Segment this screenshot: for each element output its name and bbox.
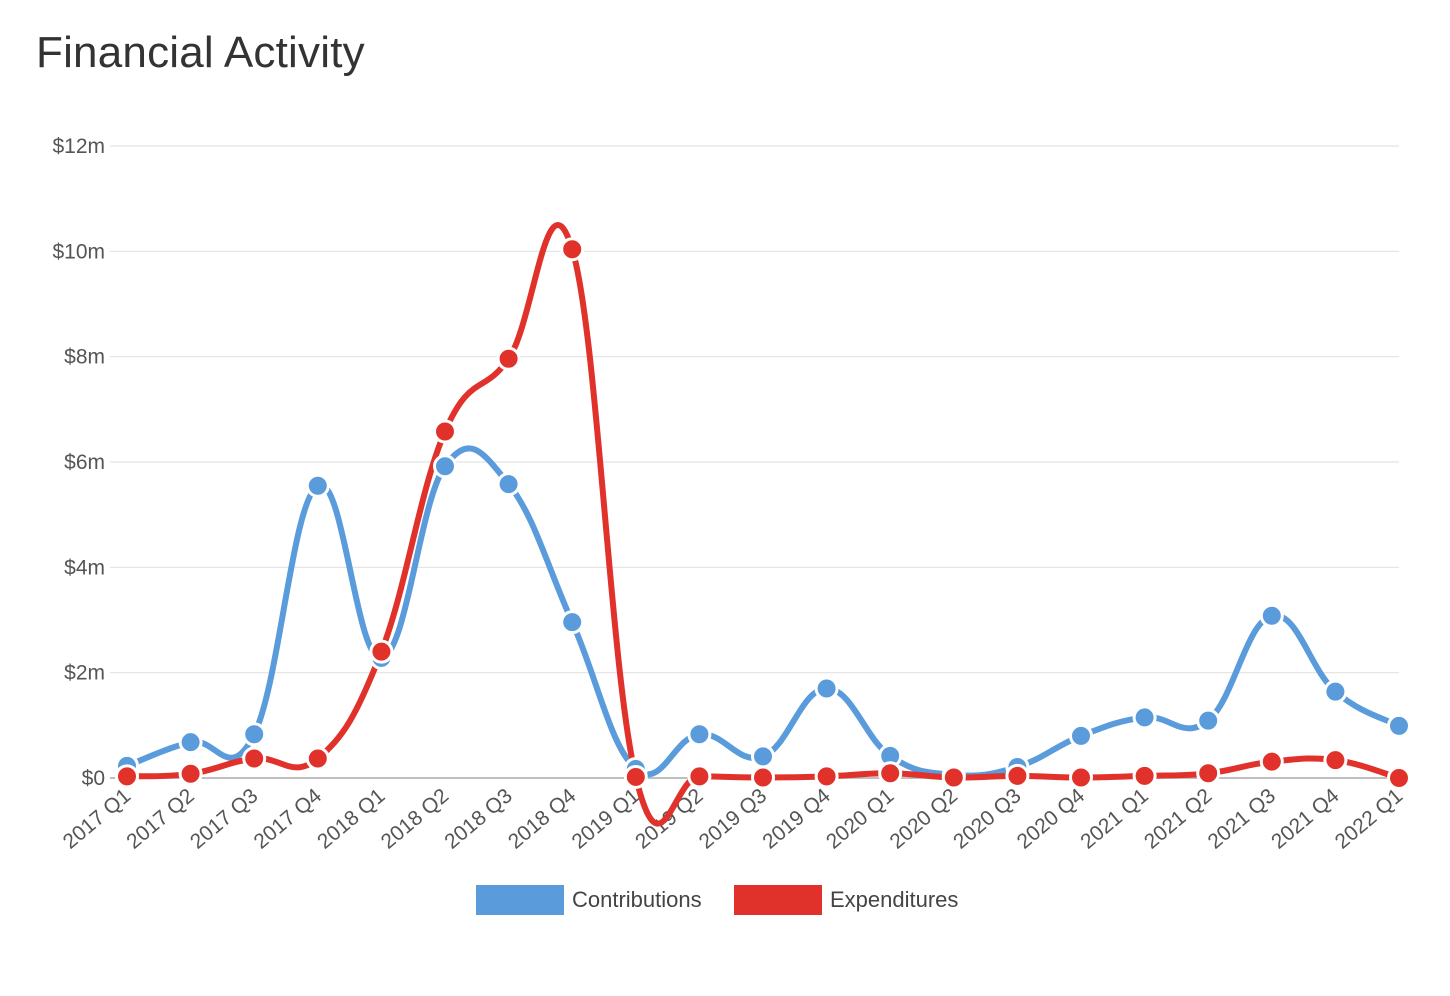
y-tick-label: $10m: [52, 240, 105, 263]
contributions-data-point[interactable]: [687, 722, 712, 747]
expenditures-data-point[interactable]: [941, 765, 966, 790]
contributions-data-point[interactable]: [1387, 713, 1411, 738]
page-title: Financial Activity: [36, 28, 365, 77]
x-tick-label: 2019 Q1: [568, 784, 645, 853]
y-tick-label: $12m: [52, 135, 105, 158]
expenditures-data-point[interactable]: [1005, 763, 1030, 788]
x-tick-label: 2018 Q4: [504, 784, 581, 854]
expenditures-data-point[interactable]: [814, 764, 839, 789]
x-tick-label: 2018 Q3: [440, 784, 517, 853]
expenditures-data-point[interactable]: [1069, 765, 1093, 790]
expenditures-data-point[interactable]: [687, 764, 712, 789]
expenditures-series-line: [124, 222, 1402, 827]
expenditures-data-point[interactable]: [878, 761, 903, 786]
expenditures-data-point[interactable]: [1132, 763, 1157, 788]
expenditures-data-point[interactable]: [1387, 766, 1411, 790]
y-tick-label: $2m: [64, 662, 105, 685]
y-tick-label: $6m: [64, 451, 105, 474]
expenditures-data-point[interactable]: [1196, 761, 1221, 786]
expenditures-data-point[interactable]: [496, 346, 521, 371]
x-tick-label: 2021 Q3: [1204, 784, 1281, 853]
x-tick-label: 2018 Q1: [313, 784, 390, 853]
contributions-data-point[interactable]: [560, 610, 585, 635]
contributions-data-point[interactable]: [305, 473, 330, 498]
contributions-data-point[interactable]: [1069, 723, 1093, 748]
expenditures-legend-label[interactable]: Expenditures: [830, 887, 958, 912]
expenditures-data-point[interactable]: [115, 764, 139, 789]
expenditures-data-point[interactable]: [560, 237, 585, 262]
x-tick-label: 2020 Q1: [822, 784, 899, 853]
contributions-data-point[interactable]: [814, 676, 839, 701]
x-tick-label: 2017 Q2: [122, 784, 199, 853]
contributions-legend-swatch[interactable]: [476, 885, 564, 915]
series-points: [115, 237, 1411, 790]
expenditures-legend-swatch[interactable]: [734, 885, 822, 915]
contributions-data-point[interactable]: [1323, 679, 1348, 704]
x-tick-label: 2021 Q4: [1267, 784, 1344, 854]
y-tick-label: $8m: [64, 346, 105, 369]
contributions-data-point[interactable]: [178, 730, 203, 755]
y-axis-tick-labels: $0 $2m $4m $6m $8m $10m $12m: [52, 135, 105, 790]
grid-lines: [110, 145, 1399, 779]
expenditures-data-point[interactable]: [433, 419, 457, 444]
x-tick-label: 2019 Q4: [758, 784, 835, 854]
expenditures-data-point[interactable]: [178, 761, 203, 786]
expenditures-data-point[interactable]: [1259, 749, 1284, 774]
x-tick-label: 2021 Q1: [1076, 784, 1153, 853]
x-tick-label: 2020 Q3: [949, 784, 1026, 853]
contributions-data-point[interactable]: [433, 454, 457, 479]
contributions-data-point[interactable]: [496, 472, 521, 497]
x-tick-label: 2017 Q4: [250, 784, 327, 854]
expenditures-data-point[interactable]: [369, 639, 394, 664]
x-tick-label: 2021 Q2: [1140, 784, 1217, 853]
expenditures-data-point[interactable]: [242, 746, 267, 771]
x-tick-label: 2020 Q4: [1013, 784, 1090, 854]
x-tick-label: 2020 Q2: [886, 784, 963, 853]
y-tick-label: $4m: [64, 556, 105, 579]
x-tick-label: 2019 Q3: [695, 784, 772, 853]
contributions-legend-label[interactable]: Contributions: [572, 887, 702, 912]
expenditures-data-point[interactable]: [751, 765, 775, 790]
y-tick-label: $0: [82, 767, 105, 790]
contributions-data-point[interactable]: [1259, 603, 1284, 628]
contributions-data-point[interactable]: [751, 744, 775, 769]
contributions-data-point[interactable]: [1196, 708, 1221, 733]
x-tick-label: 2017 Q1: [59, 784, 136, 853]
legend: Contributions Expenditures: [476, 885, 958, 915]
x-tick-label: 2018 Q2: [377, 784, 454, 853]
expenditures-data-point[interactable]: [1323, 748, 1348, 773]
contributions-data-point[interactable]: [1132, 705, 1157, 730]
expenditures-data-point[interactable]: [305, 746, 330, 771]
x-tick-label: 2017 Q3: [186, 784, 263, 853]
series-lines: [124, 222, 1402, 827]
expenditures-data-point[interactable]: [623, 764, 648, 789]
contributions-data-point[interactable]: [242, 722, 267, 747]
x-tick-label: 2022 Q1: [1331, 784, 1408, 853]
